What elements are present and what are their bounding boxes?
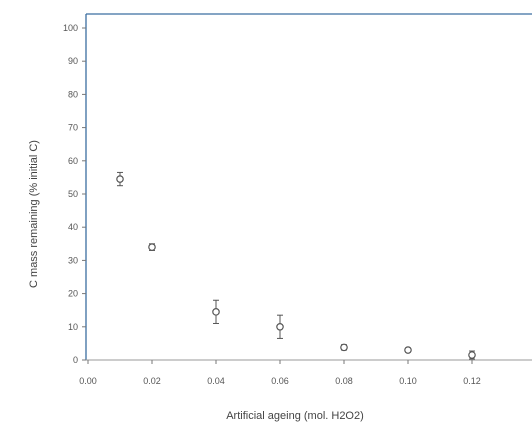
y-tick-label: 50 <box>68 189 78 199</box>
x-tick-label: 0.02 <box>143 376 161 386</box>
y-tick-label: 0 <box>73 355 78 365</box>
data-point <box>276 314 284 339</box>
x-axis-ticks: 0.000.020.040.060.080.100.120 <box>79 360 481 386</box>
point-marker <box>468 351 476 359</box>
y-tick-label: 100 <box>63 23 78 33</box>
axes <box>85 13 532 361</box>
x-tick-label: 0.04 <box>207 376 225 386</box>
data-point <box>340 343 348 352</box>
y-tick-label: 60 <box>68 156 78 166</box>
data-point <box>116 171 124 187</box>
y-tick-label: 90 <box>68 56 78 66</box>
point-marker <box>116 175 124 183</box>
x-tick-label: 0.10 <box>399 376 417 386</box>
point-marker <box>276 322 284 331</box>
x-tick-label: 0.12 <box>463 376 481 386</box>
point-marker <box>340 343 348 352</box>
point-marker <box>148 243 156 251</box>
x-tick-label: 0.08 <box>335 376 353 386</box>
y-axis-ticks: 0 10 20 30 40 50 60 70 80 90 100 <box>63 23 86 365</box>
x-tick-label: 0.06 <box>271 376 289 386</box>
data-point <box>148 243 156 251</box>
x-axis-label: Artificial ageing (mol. H2O2) <box>226 410 364 422</box>
y-axis-label: C mass remaining (% initial C) <box>28 140 40 288</box>
y-tick-label: 30 <box>68 255 78 265</box>
point-marker <box>404 346 412 354</box>
y-tick-label: 40 <box>68 222 78 232</box>
point-marker <box>212 308 220 316</box>
data-point <box>468 350 476 360</box>
y-tick-label: 70 <box>68 123 78 133</box>
x-tick-label: 0.00 <box>79 376 97 386</box>
y-tick-label: 80 <box>68 89 78 99</box>
data-points <box>116 171 476 360</box>
data-point <box>212 299 220 324</box>
y-tick-label: 10 <box>68 322 78 332</box>
data-point <box>404 346 412 354</box>
y-tick-label: 20 <box>68 289 78 299</box>
